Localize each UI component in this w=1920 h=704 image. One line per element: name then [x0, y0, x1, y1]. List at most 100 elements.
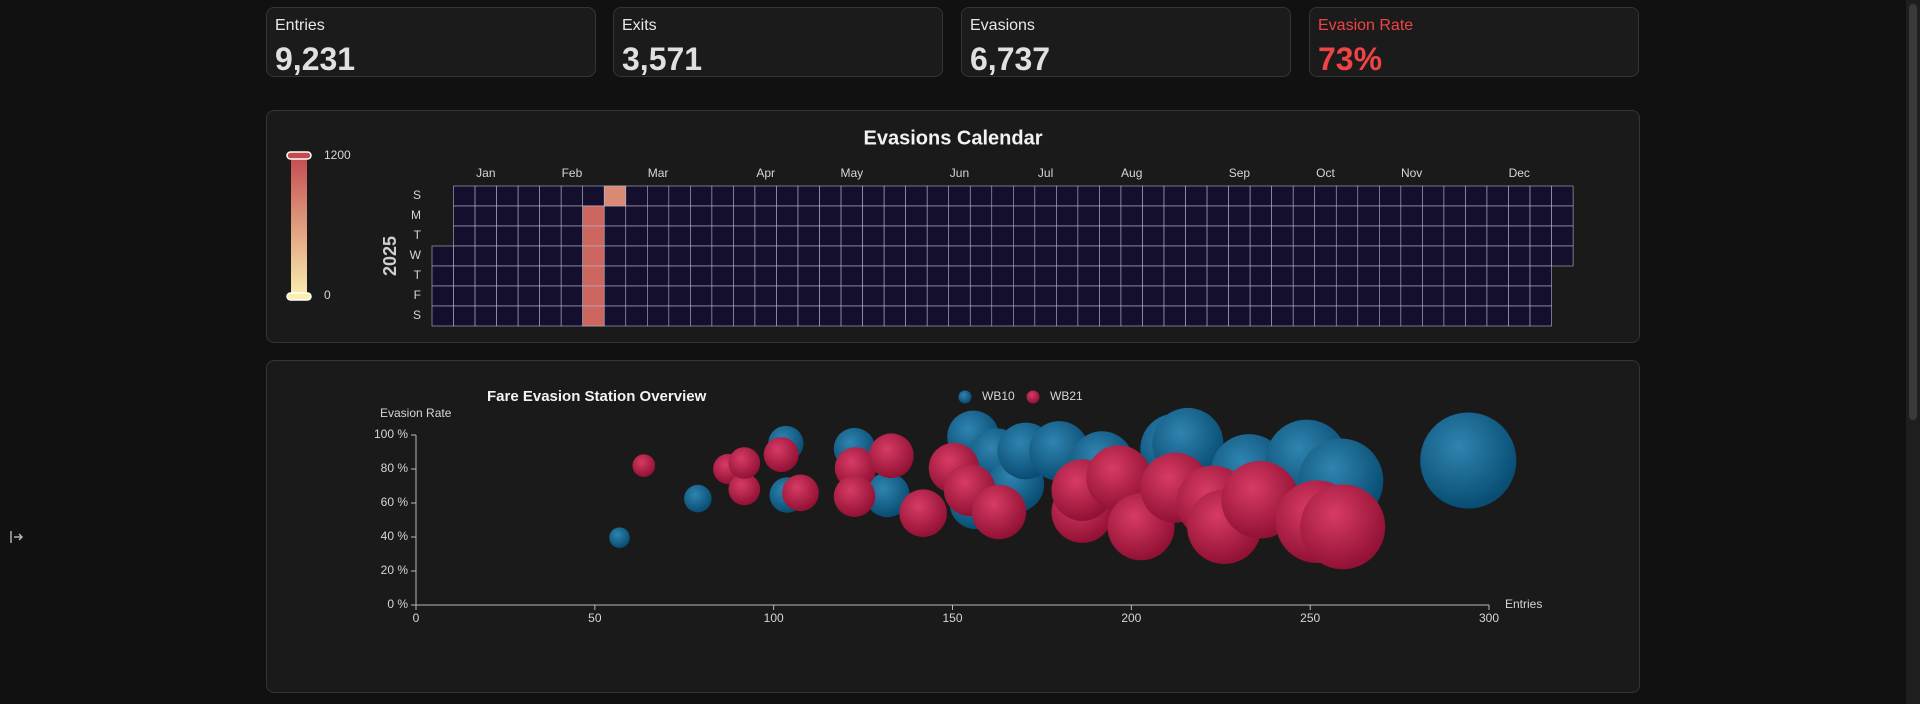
- calendar-cell: [862, 205, 885, 227]
- y-axis-title: Evasion Rate: [380, 406, 452, 420]
- calendar-day: [603, 185, 627, 207]
- calendar-cell: [883, 285, 906, 307]
- calendar-cell: [1379, 265, 1402, 287]
- calendar-cell: [840, 265, 863, 287]
- calendar-cell: [1529, 225, 1552, 247]
- calendar-day: [582, 265, 605, 287]
- month-label: Dec: [1509, 166, 1530, 180]
- calendar-cell: [797, 245, 820, 267]
- calendar-cell: [711, 205, 734, 227]
- calendar-cell: [1508, 225, 1531, 247]
- calendar-cell: [690, 285, 713, 307]
- bubble: [763, 437, 799, 473]
- x-tick-label: 250: [1300, 611, 1320, 625]
- calendar-cell: [1400, 245, 1423, 267]
- x-tick-label: 0: [413, 611, 420, 625]
- year-label: 2025: [380, 236, 400, 276]
- calendar-cell: [840, 305, 863, 327]
- calendar-cell: [1314, 285, 1337, 307]
- calendar-cell: [1249, 185, 1272, 207]
- bubble-panel: [266, 360, 1640, 693]
- calendar-cell: [1443, 285, 1466, 307]
- calendar-cell: [1443, 245, 1466, 267]
- sidebar-toggle[interactable]: [10, 531, 23, 543]
- calendar-cell: [1013, 225, 1036, 247]
- calendar-cell: [1185, 285, 1208, 307]
- calendar-cell: [539, 205, 562, 227]
- kpi-value: 73%: [1318, 41, 1383, 77]
- calendar-cell: [1335, 205, 1359, 227]
- calendar-cell: [690, 185, 713, 207]
- calendar-cell: [431, 285, 454, 307]
- calendar-cell: [1314, 245, 1337, 267]
- calendar-cell: [905, 305, 928, 327]
- calendar-cell: [690, 225, 713, 247]
- calendar-day: [582, 285, 605, 307]
- calendar-cell: [603, 225, 627, 247]
- calendar-cell: [733, 285, 756, 307]
- calendar-cell: [1335, 265, 1359, 287]
- calendar-cell: [1508, 205, 1531, 227]
- calendar-cell: [1206, 205, 1229, 227]
- calendar-cell: [1142, 185, 1165, 207]
- calendar-cell: [991, 305, 1014, 327]
- calendar-cell: [948, 205, 971, 227]
- calendar-cell: [797, 185, 820, 207]
- calendar-cell: [1529, 285, 1552, 307]
- calendar-cell: [474, 285, 497, 307]
- calendar-day: [582, 205, 605, 227]
- calendar-cell: [1120, 245, 1143, 267]
- calendar-cell: [776, 185, 799, 207]
- calendar-cell: [1034, 245, 1057, 267]
- calendar-cell: [754, 205, 777, 227]
- calendar-cell: [754, 185, 777, 207]
- calendar-cell: [1077, 305, 1100, 327]
- calendar-cell: [969, 205, 993, 227]
- calendar-cell: [1422, 305, 1445, 327]
- bubble: [728, 447, 761, 479]
- calendar-cell: [1465, 265, 1488, 287]
- calendar-cell: [1465, 285, 1488, 307]
- calendar-cell: [453, 225, 476, 247]
- calendar-cell: [1465, 205, 1488, 227]
- calendar-cell: [1271, 245, 1294, 267]
- calendar-cell: [776, 265, 799, 287]
- calendar-cell: [776, 285, 799, 307]
- calendar-cell: [625, 285, 648, 307]
- calendar-cell: [646, 265, 670, 287]
- legend-label: WB10: [982, 389, 1015, 403]
- calendar-cell: [1228, 205, 1251, 227]
- calendar-cell: [1335, 305, 1359, 327]
- calendar-cell: [1163, 285, 1186, 307]
- calendar-cell: [1228, 265, 1251, 287]
- calendar-cell: [690, 305, 713, 327]
- calendar-cell: [926, 305, 950, 327]
- calendar-cell: [431, 265, 454, 287]
- calendar-cell: [690, 265, 713, 287]
- calendar-cell: [560, 205, 584, 227]
- month-label: May: [840, 166, 863, 180]
- calendar-cell: [1486, 185, 1509, 207]
- calendar-cell: [1379, 225, 1402, 247]
- calendar-cell: [1292, 285, 1316, 307]
- scrollbar-thumb[interactable]: [1909, 4, 1917, 420]
- calendar-cell: [1443, 305, 1466, 327]
- calendar-cell: [496, 205, 519, 227]
- calendar-cell: [517, 205, 540, 227]
- calendar-cell: [646, 305, 670, 327]
- x-tick-label: 300: [1479, 611, 1499, 625]
- calendar-cell: [1271, 205, 1294, 227]
- calendar-cell: [819, 245, 842, 267]
- calendar-cell: [1142, 305, 1165, 327]
- calendar-cell: [1163, 305, 1186, 327]
- calendar-cell: [1379, 285, 1402, 307]
- calendar-cell: [1400, 205, 1423, 227]
- x-tick-label: 50: [588, 611, 602, 625]
- kpi-value: 9,231: [275, 41, 356, 77]
- calendar-cell: [969, 225, 993, 247]
- calendar-cell: [1314, 185, 1337, 207]
- visual-map-max: 1200: [324, 148, 351, 162]
- calendar-cell: [819, 205, 842, 227]
- calendar-cell: [1314, 265, 1337, 287]
- calendar-cell: [625, 265, 648, 287]
